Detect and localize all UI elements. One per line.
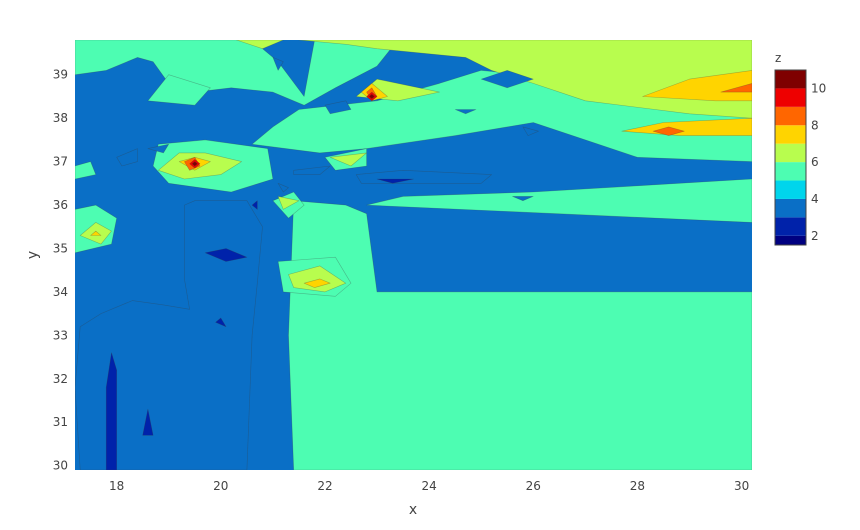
- contour-region-level-4: [366, 178, 752, 223]
- contour-region-level-7: [720, 83, 752, 93]
- contour-region-level-2: [522, 126, 539, 136]
- contour-region-level-2: [454, 109, 477, 115]
- contour-region-level-2: [75, 200, 263, 470]
- colorbar-tick-label: 6: [811, 155, 819, 169]
- colorbar-band: [775, 143, 806, 163]
- colorbar-frame: [774, 69, 807, 246]
- y-tick-label: 39: [53, 68, 68, 82]
- contour-region-level-6: [90, 230, 102, 236]
- contour-region-level-4: [147, 74, 211, 106]
- colorbar-ticks: 2 4 6 8 10: [811, 81, 826, 242]
- colorbar-band: [775, 106, 806, 126]
- contour-region-level-2: [116, 148, 138, 167]
- y-tick-label: 35: [53, 241, 68, 255]
- y-tick-label: 37: [53, 155, 68, 169]
- colorbar-band: [775, 70, 806, 89]
- y-tick-label: 31: [53, 415, 68, 429]
- colorbar: [774, 69, 807, 246]
- y-axis-ticks: 30 31 32 33 34 35 36 37 38 39: [53, 68, 68, 473]
- contour-region-level-5: [288, 265, 347, 293]
- colorbar-title: z: [775, 51, 781, 65]
- contour-region-level-1: [142, 408, 154, 436]
- contour-region-level-9: [191, 161, 198, 167]
- y-tick-label: 36: [53, 198, 68, 212]
- colorbar-tick-label: 4: [811, 192, 819, 206]
- contour-region-level-2: [272, 57, 284, 71]
- x-tick-label: 26: [526, 479, 541, 493]
- contour-region-level-2: [277, 183, 289, 193]
- colorbar-band: [775, 198, 806, 218]
- colorbar-band: [775, 180, 806, 199]
- contour-region-level-1: [105, 352, 117, 470]
- contour-region-level-5: [329, 152, 367, 167]
- colorbar-band: [775, 88, 806, 107]
- y-axis-title: y: [25, 251, 41, 259]
- contour-region-level-2: [147, 143, 169, 154]
- contour-region-level-2: [324, 100, 352, 115]
- x-tick-label: 30: [734, 479, 749, 493]
- x-axis-title: x: [409, 502, 417, 518]
- x-tick-label: 22: [317, 479, 332, 493]
- colorbar-band: [775, 162, 806, 181]
- x-tick-label: 18: [109, 479, 124, 493]
- contour-region-level-2: [293, 165, 331, 175]
- y-tick-label: 38: [53, 111, 68, 125]
- contour-region-level-1: [251, 200, 258, 210]
- x-tick-label: 24: [421, 479, 436, 493]
- contour-region-level-6: [303, 278, 331, 288]
- colorbar-tick-label: 8: [811, 118, 819, 132]
- y-tick-label: 34: [53, 285, 68, 299]
- colorbar-band: [775, 217, 806, 236]
- x-axis-ticks: 18 20 22 24 26 28 30: [109, 479, 749, 493]
- x-tick-label: 28: [630, 479, 645, 493]
- y-tick-label: 32: [53, 372, 68, 386]
- contour-region-level-4: [75, 161, 97, 180]
- contour-region-level-9: [368, 94, 375, 99]
- contour-region-level-2: [512, 196, 534, 201]
- contour-region-level-6: [642, 70, 752, 102]
- contour-region-level-7: [652, 126, 685, 136]
- contour-region-level-5: [277, 196, 300, 210]
- contour-region-level-5: [236, 40, 284, 50]
- colorbar-tick-label: 10: [811, 81, 826, 95]
- contour-layer: [75, 40, 752, 470]
- colorbar-tick-label: 2: [811, 229, 819, 243]
- y-tick-label: 30: [53, 459, 68, 473]
- colorbar-band: [775, 125, 806, 144]
- contour-region-level-1: [204, 248, 248, 262]
- colorbar-band: [775, 235, 806, 245]
- contour-region-level-4: [75, 40, 399, 106]
- contour-region-level-2: [480, 70, 534, 89]
- y-tick-label: 33: [53, 328, 68, 342]
- contour-region-level-1: [376, 178, 414, 184]
- x-tick-label: 20: [213, 479, 228, 493]
- contour-region-level-1: [215, 317, 227, 328]
